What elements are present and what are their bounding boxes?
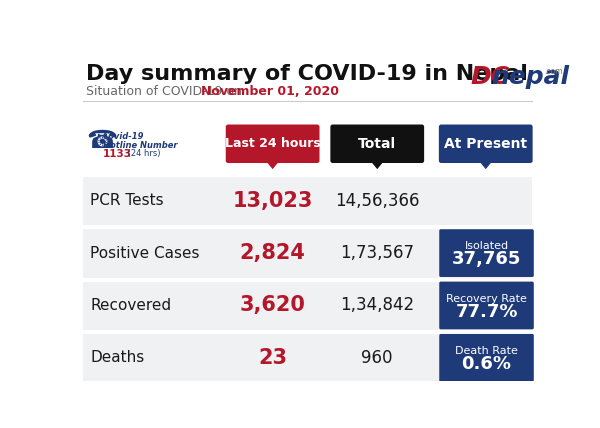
Bar [83,227,532,229]
FancyBboxPatch shape [226,125,320,163]
FancyBboxPatch shape [439,229,534,277]
Text: Day summary of COVID-19 in Nepal: Day summary of COVID-19 in Nepal [86,65,528,84]
Text: DC: DC [470,65,509,89]
Text: PCR Tests: PCR Tests [91,193,164,208]
Text: 37,765: 37,765 [452,250,521,268]
FancyBboxPatch shape [83,229,532,278]
Text: 77.7%: 77.7% [455,303,518,321]
Polygon shape [370,160,384,169]
Text: Death Rate: Death Rate [455,346,518,356]
Text: Positive Cases: Positive Cases [91,246,200,261]
Text: (24 hrs): (24 hrs) [125,149,160,158]
FancyBboxPatch shape [83,176,532,226]
Text: Total: Total [358,137,397,151]
FancyBboxPatch shape [439,334,534,382]
Polygon shape [479,160,493,169]
Text: 1,34,842: 1,34,842 [340,297,415,315]
Text: 960: 960 [361,349,393,367]
Text: 1133: 1133 [103,149,132,159]
Polygon shape [266,160,280,169]
Text: Situation of COVID-19 on: Situation of COVID-19 on [86,85,246,98]
Text: Last 24 hours: Last 24 hours [225,137,320,150]
Text: November 01, 2020: November 01, 2020 [200,85,338,98]
Text: 13,023: 13,023 [232,191,313,211]
Text: At Present: At Present [444,137,527,151]
FancyBboxPatch shape [331,125,424,163]
Text: Isolated: Isolated [464,241,509,251]
Text: Recovered: Recovered [91,298,172,313]
Text: 2,824: 2,824 [239,243,305,263]
Bar [83,332,532,333]
Text: nepal: nepal [491,65,569,89]
Text: Covid-19: Covid-19 [103,132,145,141]
Bar [83,279,532,281]
FancyBboxPatch shape [83,281,532,330]
Text: Hotline Number: Hotline Number [103,141,178,150]
Text: 14,56,366: 14,56,366 [335,192,419,210]
Text: ☎: ☎ [86,129,117,154]
Text: 3,620: 3,620 [239,295,305,315]
Text: Deaths: Deaths [91,351,145,366]
Text: 1,73,567: 1,73,567 [340,244,414,262]
Text: 0.6%: 0.6% [461,355,512,373]
Text: .com: .com [544,67,562,76]
Bar [83,175,532,176]
FancyBboxPatch shape [83,333,532,383]
FancyBboxPatch shape [439,125,533,163]
Text: 23: 23 [258,348,287,368]
FancyBboxPatch shape [439,282,534,329]
Text: Recovery Rate: Recovery Rate [446,294,527,303]
